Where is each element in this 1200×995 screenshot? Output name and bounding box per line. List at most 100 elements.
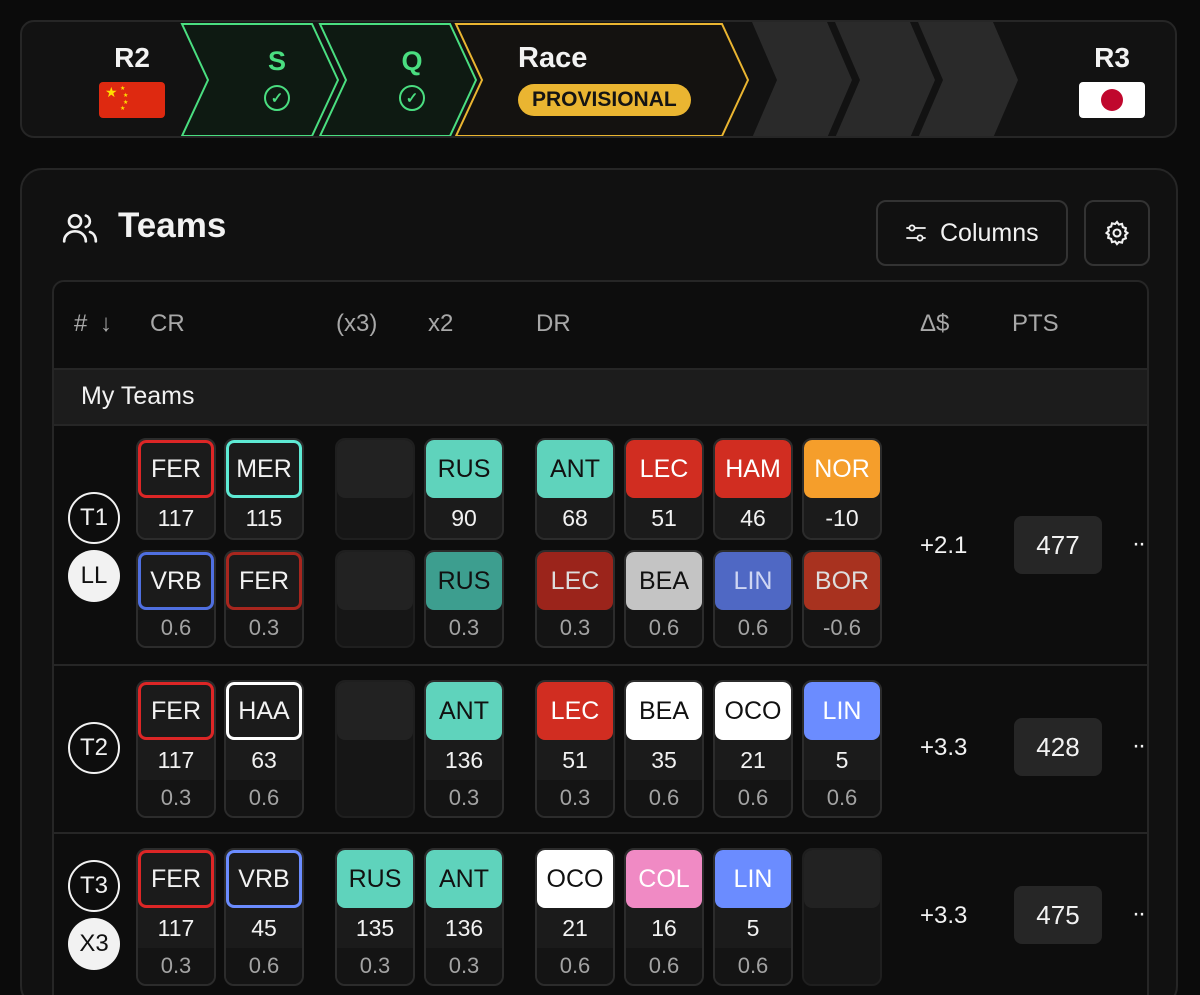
asset-card-fer[interactable]: FER 0.3 bbox=[224, 550, 304, 648]
step-race[interactable]: Race PROVISIONAL bbox=[512, 22, 742, 136]
users-icon bbox=[62, 214, 98, 243]
asset-multiplier: 0.6 bbox=[626, 780, 702, 816]
asset-code: FER bbox=[138, 682, 214, 740]
asset-card-haa[interactable]: HAA 63 0.6 bbox=[224, 680, 304, 818]
asset-points: 5 bbox=[804, 740, 880, 780]
chip-badge: LL bbox=[68, 550, 120, 602]
step-sprint[interactable]: S ✓ bbox=[217, 22, 337, 136]
asset-card-vrb[interactable]: VRB 0.6 bbox=[136, 550, 216, 648]
next-round[interactable]: R3 bbox=[1047, 22, 1175, 136]
provisional-badge: PROVISIONAL bbox=[518, 84, 691, 116]
header-dr: DR bbox=[536, 310, 571, 337]
asset-points: 21 bbox=[537, 908, 613, 948]
asset-card-fer[interactable]: FER 117 bbox=[136, 438, 216, 540]
asset-card-bor[interactable]: BOR -0.6 bbox=[802, 550, 882, 648]
more-icon[interactable]: ·· bbox=[1132, 900, 1146, 927]
asset-card-oco[interactable]: OCO 21 0.6 bbox=[713, 680, 793, 818]
asset-card-mer[interactable]: MER 115 bbox=[224, 438, 304, 540]
asset-card-lec[interactable]: LEC 0.3 bbox=[535, 550, 615, 648]
asset-card-fer[interactable]: FER 117 0.3 bbox=[136, 848, 216, 986]
asset-code: MER bbox=[226, 440, 302, 498]
team-row-t3[interactable]: T3 X3 FER 117 0.3 VRB 45 0.6 RUS 135 0.3 ANT 136 0.… bbox=[54, 832, 1147, 995]
asset-card-lin[interactable]: LIN 0.6 bbox=[713, 550, 793, 648]
asset-points: 5 bbox=[715, 908, 791, 948]
asset-card-rus[interactable]: RUS 90 bbox=[424, 438, 504, 540]
more-icon[interactable]: ·· bbox=[1132, 732, 1146, 759]
asset-points: 136 bbox=[426, 908, 502, 948]
asset-card-ham[interactable]: HAM 46 bbox=[713, 438, 793, 540]
sliders-icon bbox=[906, 224, 926, 242]
asset-multiplier bbox=[804, 948, 880, 984]
asset-card-rus[interactable]: RUS 135 0.3 bbox=[335, 848, 415, 986]
asset-card-vrb[interactable]: VRB 45 0.6 bbox=[224, 848, 304, 986]
asset-card-bea[interactable]: BEA 35 0.6 bbox=[624, 680, 704, 818]
asset-code: ANT bbox=[537, 440, 613, 498]
delta-value: +3.3 bbox=[920, 734, 968, 761]
asset-card-bea[interactable]: BEA 0.6 bbox=[624, 550, 704, 648]
asset-multiplier bbox=[337, 610, 413, 646]
asset-code: NOR bbox=[804, 440, 880, 498]
asset-points: 115 bbox=[226, 498, 302, 538]
header-rank[interactable]: # bbox=[74, 310, 88, 337]
asset-points: 21 bbox=[715, 740, 791, 780]
asset-card-fer[interactable]: FER 117 0.3 bbox=[136, 680, 216, 818]
team-badge: T2 bbox=[68, 722, 120, 774]
team-row-t2[interactable]: T2 FER 117 0.3 HAA 63 0.6 ANT 136 0.3 LEC 51 0.3 BEA… bbox=[54, 664, 1147, 832]
asset-card-oco[interactable]: OCO 21 0.6 bbox=[535, 848, 615, 986]
prev-round[interactable]: R2 ★ ★ ★ ★ ★ bbox=[72, 22, 192, 136]
delta-value: +3.3 bbox=[920, 902, 968, 929]
asset-points: 136 bbox=[426, 740, 502, 780]
asset-code: RUS bbox=[337, 850, 413, 908]
step-qualifying-label: Q bbox=[401, 46, 423, 76]
teams-table: # ↓ CR (x3) x2 DR Δ$ PTS My Teams T1 LL … bbox=[52, 280, 1149, 995]
header-x3: (x3) bbox=[336, 310, 378, 337]
asset-card-nor[interactable]: NOR -10 bbox=[802, 438, 882, 540]
header-cr: CR bbox=[150, 310, 185, 337]
japan-flag-icon bbox=[1079, 82, 1145, 118]
asset-points bbox=[804, 908, 880, 948]
next-round-label: R3 bbox=[1094, 42, 1130, 73]
asset-card-lec[interactable]: LEC 51 bbox=[624, 438, 704, 540]
asset-card-lin[interactable]: LIN 5 0.6 bbox=[713, 848, 793, 986]
asset-points: 117 bbox=[138, 498, 214, 538]
empty-slot[interactable] bbox=[335, 438, 415, 540]
team-badge: T3 bbox=[68, 860, 120, 912]
asset-code: VRB bbox=[138, 552, 214, 610]
asset-code: OCO bbox=[537, 850, 613, 908]
asset-card-lin[interactable]: LIN 5 0.6 bbox=[802, 680, 882, 818]
asset-code bbox=[337, 440, 413, 498]
asset-points: 35 bbox=[626, 740, 702, 780]
empty-slot[interactable] bbox=[802, 848, 882, 986]
asset-multiplier: 0.3 bbox=[537, 610, 613, 646]
asset-card-ant[interactable]: ANT 68 bbox=[535, 438, 615, 540]
asset-card-ant[interactable]: ANT 136 0.3 bbox=[424, 680, 504, 818]
columns-button[interactable]: Columns bbox=[876, 200, 1068, 266]
table-header: # ↓ CR (x3) x2 DR Δ$ PTS bbox=[54, 282, 1147, 368]
header-delta: Δ$ bbox=[920, 310, 950, 337]
asset-card-ant[interactable]: ANT 136 0.3 bbox=[424, 848, 504, 986]
asset-points: 46 bbox=[715, 498, 791, 538]
asset-code: VRB bbox=[226, 850, 302, 908]
asset-code: LIN bbox=[804, 682, 880, 740]
asset-card-rus[interactable]: RUS 0.3 bbox=[424, 550, 504, 648]
asset-points: 117 bbox=[138, 908, 214, 948]
asset-code: BEA bbox=[626, 552, 702, 610]
asset-code: BOR bbox=[804, 552, 880, 610]
sort-down-icon[interactable]: ↓ bbox=[100, 310, 112, 337]
empty-slot[interactable] bbox=[335, 550, 415, 648]
asset-card-lec[interactable]: LEC 51 0.3 bbox=[535, 680, 615, 818]
step-qualifying[interactable]: Q ✓ bbox=[352, 22, 472, 136]
asset-multiplier bbox=[337, 780, 413, 816]
asset-card-col[interactable]: COL 16 0.6 bbox=[624, 848, 704, 986]
asset-multiplier: 0.6 bbox=[226, 948, 302, 984]
settings-button[interactable] bbox=[1084, 200, 1150, 266]
team-row-t1[interactable]: T1 LL FER 117 MER 115 RUS 90 ANT 68 LEC 51 HAM 46 NO… bbox=[54, 424, 1147, 664]
asset-code: RUS bbox=[426, 440, 502, 498]
asset-code bbox=[337, 552, 413, 610]
asset-points: 16 bbox=[626, 908, 702, 948]
asset-code: HAA bbox=[226, 682, 302, 740]
asset-multiplier: 0.3 bbox=[226, 610, 302, 646]
asset-code: LIN bbox=[715, 552, 791, 610]
more-icon[interactable]: ·· bbox=[1132, 530, 1146, 557]
empty-slot[interactable] bbox=[335, 680, 415, 818]
